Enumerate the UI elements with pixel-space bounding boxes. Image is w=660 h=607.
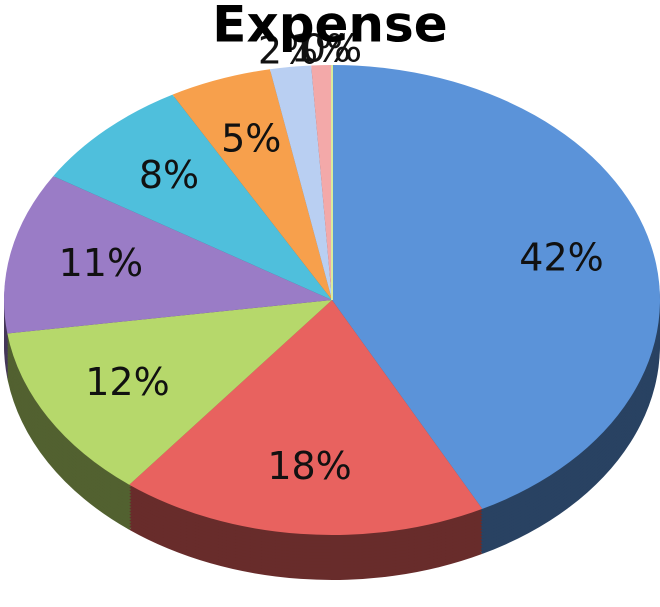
data-label: 5% — [221, 117, 281, 161]
data-label: 11% — [59, 241, 143, 285]
data-label: 8% — [139, 153, 199, 197]
slice — [311, 65, 332, 300]
slice — [7, 300, 333, 485]
data-label: 0% — [302, 26, 362, 70]
data-label: 2% — [258, 28, 318, 72]
slice — [332, 65, 660, 509]
slice — [3, 176, 332, 334]
data-label: 1% — [291, 27, 351, 71]
data-label: 12% — [85, 360, 169, 404]
data-label: 42% — [519, 236, 603, 280]
labels: 42% 18% 12% 11% 8% 5% 2%1%0% — [59, 26, 604, 488]
slice — [129, 300, 483, 535]
slice — [172, 69, 332, 300]
slice — [269, 65, 332, 300]
pie — [3, 65, 660, 580]
chart-title: Expense — [212, 0, 447, 54]
slice — [53, 94, 332, 301]
data-label: 18% — [267, 444, 351, 488]
